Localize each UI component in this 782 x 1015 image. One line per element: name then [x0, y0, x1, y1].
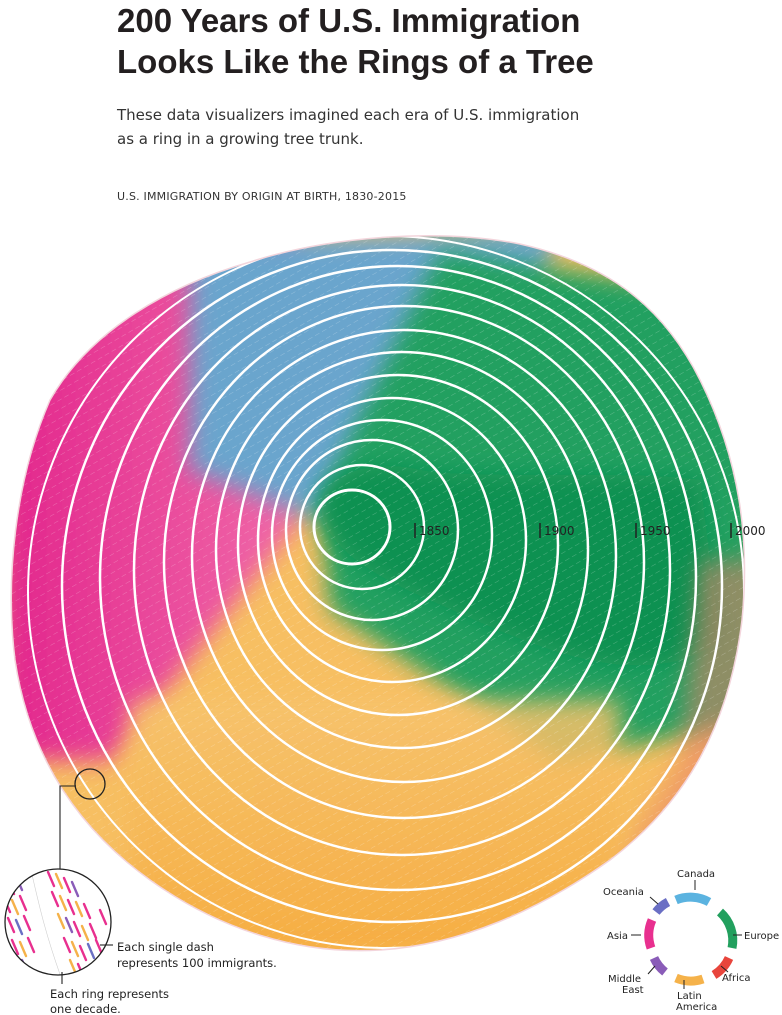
legend-latin-line-2: America — [676, 1002, 717, 1013]
legend-arc-latin-america — [674, 973, 705, 986]
page-title: 200 Years of U.S. Immigration Looks Like… — [117, 0, 677, 82]
year-1900: 1900 — [544, 524, 575, 538]
dash-note-line-2: represents 100 immigrants. — [117, 956, 277, 970]
zoom-target-circle — [74, 768, 106, 800]
decade-rings — [27, 235, 745, 949]
subtitle-line-1: These data visualizers imagined each era… — [117, 106, 580, 124]
legend-canada: Canada — [677, 869, 715, 880]
legend-oceania: Oceania — [603, 887, 644, 898]
year-markers: 1850 1900 1950 2000 — [414, 523, 766, 538]
trunk-outline — [10, 235, 746, 952]
legend-arc-oceania — [652, 898, 671, 915]
year-2000: 2000 — [735, 524, 766, 538]
legend-arc-canada — [674, 892, 712, 907]
subtitle: These data visualizers imagined each era… — [117, 103, 637, 151]
ring-note-line-2: one decade. — [50, 1002, 121, 1015]
title-line-2: Looks Like the Rings of a Tree — [117, 43, 594, 80]
ring-note-line-1: Each ring represents — [50, 987, 169, 1001]
legend-middle-east-line-1: Middle — [608, 974, 641, 985]
year-1950: 1950 — [640, 524, 671, 538]
region-legend: Canada Europe Africa Latin America Middl… — [603, 869, 779, 1013]
dash-note-line-1: Each single dash — [117, 940, 214, 954]
legend-middle-east-line-2: East — [622, 985, 644, 996]
legend-asia: Asia — [607, 931, 628, 942]
zoom-detail-circle — [5, 869, 111, 975]
legend-arc-asia — [644, 918, 657, 950]
title-line-1: 200 Years of U.S. Immigration — [117, 2, 581, 39]
chart-label: U.S. IMMIGRATION BY ORIGIN AT BIRTH, 183… — [117, 190, 407, 203]
subtitle-line-2: as a ring in a growing tree trunk. — [117, 130, 364, 148]
legend-arc-europe — [716, 908, 738, 949]
legend-arc-middle-east — [649, 955, 668, 976]
year-1850: 1850 — [419, 524, 450, 538]
zoom-annotation: Each single dash represents 100 immigran… — [4, 768, 277, 1015]
legend-africa: Africa — [722, 973, 751, 984]
legend-latin-line-1: Latin — [677, 991, 702, 1002]
legend-europe: Europe — [744, 931, 779, 942]
